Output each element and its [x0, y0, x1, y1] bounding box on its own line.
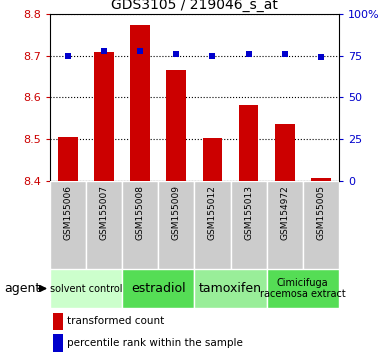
- FancyBboxPatch shape: [266, 269, 339, 308]
- Point: [101, 48, 107, 53]
- Text: percentile rank within the sample: percentile rank within the sample: [67, 338, 243, 348]
- Bar: [239, 105, 258, 181]
- Text: agent: agent: [4, 282, 40, 295]
- FancyBboxPatch shape: [158, 181, 194, 269]
- Text: transformed count: transformed count: [67, 316, 165, 326]
- FancyBboxPatch shape: [122, 269, 194, 308]
- FancyBboxPatch shape: [303, 181, 339, 269]
- Point: [281, 51, 288, 57]
- Bar: [166, 70, 186, 181]
- Point: [246, 51, 252, 57]
- Bar: [53, 313, 63, 330]
- Bar: [53, 334, 63, 352]
- Point: [137, 48, 143, 53]
- Text: GSM155013: GSM155013: [244, 185, 253, 240]
- Text: GSM155012: GSM155012: [208, 185, 217, 240]
- FancyBboxPatch shape: [86, 181, 122, 269]
- FancyBboxPatch shape: [50, 269, 122, 308]
- FancyBboxPatch shape: [231, 181, 266, 269]
- Text: GSM155009: GSM155009: [172, 185, 181, 240]
- Text: Cimicifuga
racemosa extract: Cimicifuga racemosa extract: [260, 278, 346, 299]
- Bar: [311, 178, 331, 181]
- FancyBboxPatch shape: [50, 181, 86, 269]
- Bar: [275, 124, 295, 181]
- FancyBboxPatch shape: [194, 181, 231, 269]
- FancyBboxPatch shape: [122, 181, 158, 269]
- Bar: [94, 52, 114, 181]
- Bar: [203, 138, 223, 181]
- FancyBboxPatch shape: [194, 269, 266, 308]
- Point: [209, 53, 216, 58]
- Point: [318, 55, 324, 60]
- Point: [173, 51, 179, 57]
- Text: GSM155007: GSM155007: [100, 185, 109, 240]
- Text: GSM155008: GSM155008: [136, 185, 145, 240]
- Text: solvent control: solvent control: [50, 284, 122, 293]
- Text: GSM155005: GSM155005: [316, 185, 325, 240]
- Point: [65, 53, 71, 58]
- Text: GSM155006: GSM155006: [64, 185, 73, 240]
- Bar: [58, 137, 78, 181]
- Text: estradiol: estradiol: [131, 282, 186, 295]
- FancyBboxPatch shape: [266, 181, 303, 269]
- Bar: [131, 24, 150, 181]
- Text: GSM154972: GSM154972: [280, 185, 289, 240]
- Title: GDS3105 / 219046_s_at: GDS3105 / 219046_s_at: [111, 0, 278, 12]
- Text: tamoxifen: tamoxifen: [199, 282, 262, 295]
